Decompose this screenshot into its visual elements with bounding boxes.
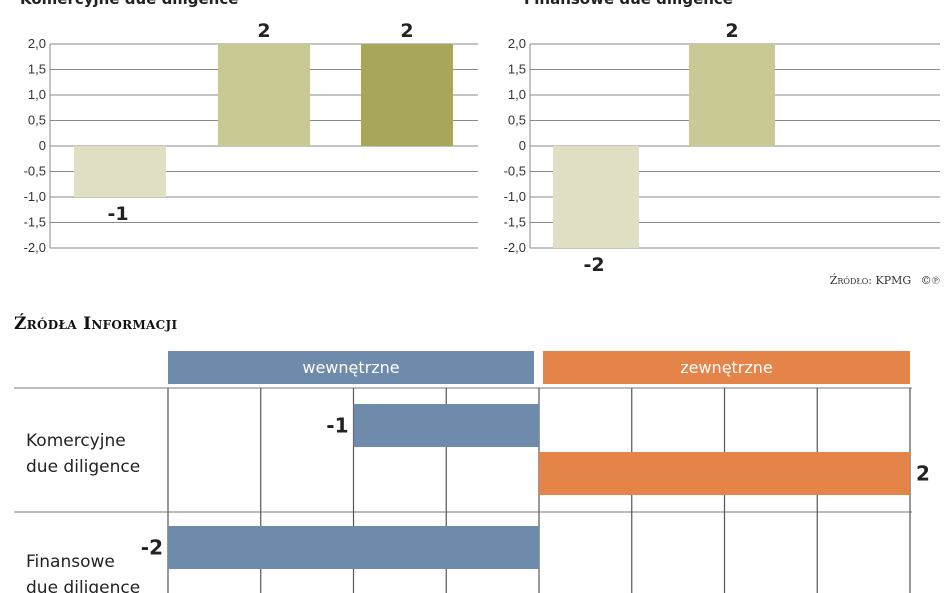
bar-value-label: -1 [326, 414, 348, 438]
chart-title: Komercyjne due diligence [20, 0, 238, 8]
bar-value-label: 2 [725, 20, 738, 42]
bar [353, 404, 539, 447]
y-tick-label: 1,0 [28, 87, 46, 102]
bar-value-label: 2 [916, 462, 930, 486]
bar [74, 146, 166, 197]
column-group-header [168, 351, 534, 384]
y-tick-label: -1,5 [504, 215, 526, 230]
column-group-label: wewnętrzne [302, 358, 399, 377]
y-tick-label: 0,5 [508, 113, 526, 128]
y-tick-label: 1,0 [508, 87, 526, 102]
y-tick-label: -2,0 [504, 240, 526, 255]
copyright-mark: ©℗ [921, 274, 940, 287]
bar [539, 452, 910, 495]
bar-value-label: 2 [257, 20, 270, 42]
y-tick-label: 0 [519, 138, 526, 153]
source-text: Źródło: KPMG [830, 273, 911, 287]
row-label-line: due diligence [26, 578, 140, 593]
bar-value-label: 2 [400, 20, 413, 42]
bar [361, 44, 453, 146]
chart-komercyjne: Komercyjne due diligence 2,0 1,5 1,0 0,5 0 -0,… [20, 0, 478, 255]
chart-zrodla-informacji: Źródła Informacji wewnętrzne zewnętrzne Kom… [14, 313, 930, 593]
y-tick-label: -1,0 [504, 189, 526, 204]
y-tick-label: 1,5 [28, 62, 46, 77]
bar-value-label: -1 [107, 203, 128, 225]
bar [553, 146, 639, 248]
bar [168, 526, 539, 569]
y-tick-label: 2,0 [508, 36, 526, 51]
y-tick-label: 0,5 [28, 113, 46, 128]
row-label: Komercyjne due diligence [26, 431, 140, 477]
chart-title: Finansowe due diligence [524, 0, 733, 8]
y-tick-label: 0 [39, 138, 46, 153]
y-tick-label: -1,0 [24, 189, 46, 204]
bar-value-label: -2 [141, 536, 163, 560]
y-tick-label: 1,5 [508, 62, 526, 77]
source-note: Źródło: KPMG ©℗ [830, 273, 940, 287]
y-tick-label: -2,0 [24, 240, 46, 255]
row-label: Finansowe due diligence [26, 552, 140, 593]
y-tick-label: -0,5 [24, 164, 46, 179]
row-label-line: Finansowe [26, 552, 115, 572]
column-group-header [543, 351, 910, 384]
bar-value-label: -2 [583, 254, 604, 276]
row-label-line: Komercyjne [26, 431, 126, 451]
column-group-label: zewnętrzne [680, 358, 773, 377]
y-tick-label: 2,0 [28, 36, 46, 51]
section-title: Źródła Informacji [14, 313, 177, 334]
row-label-line: due diligence [26, 457, 140, 477]
bar [218, 44, 310, 146]
y-tick-label: -1,5 [24, 215, 46, 230]
chart-finansowe: Finansowe due diligence 2,0 1,5 1,0 0,5 0 -0,5… [504, 0, 940, 276]
bar [689, 44, 775, 146]
y-tick-label: -0,5 [504, 164, 526, 179]
